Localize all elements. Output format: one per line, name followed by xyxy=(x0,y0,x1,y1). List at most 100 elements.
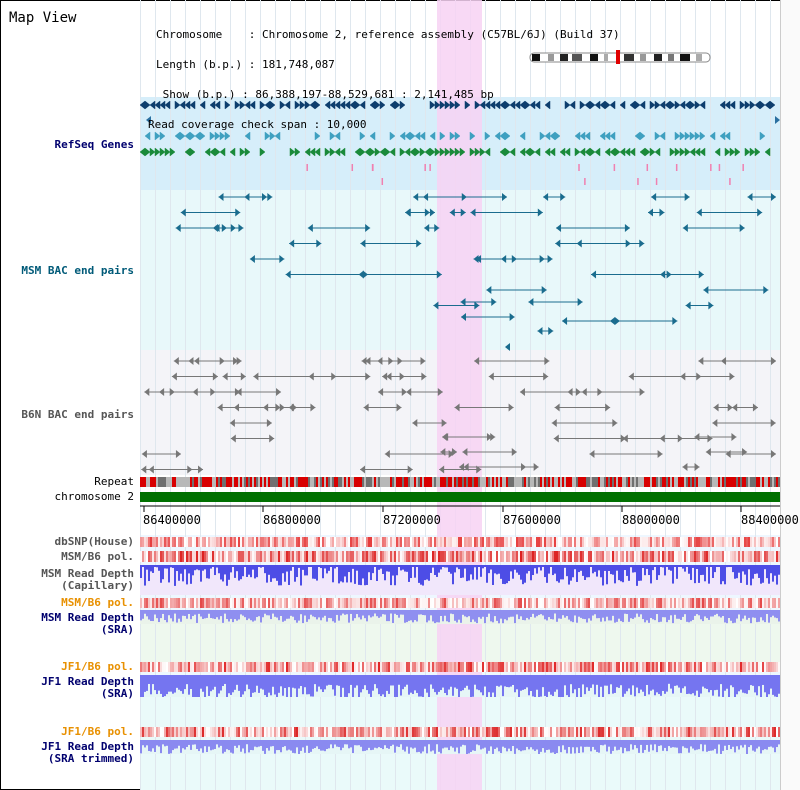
heat-cell xyxy=(742,662,744,672)
gene-arrow xyxy=(579,100,586,110)
depth-bar xyxy=(656,740,658,753)
heat-cell xyxy=(172,662,174,672)
heat-cell xyxy=(530,551,532,562)
track-label-jf1-depth-sra[interactable]: JF1 Read Depth xyxy=(41,675,134,688)
heat-cell xyxy=(588,598,590,608)
heat-cell xyxy=(274,551,276,562)
depth-bar xyxy=(744,675,746,694)
heat-cell xyxy=(682,662,684,672)
bac-end xyxy=(233,357,239,365)
bac-end xyxy=(554,403,560,412)
depth-bar xyxy=(388,565,390,572)
heat-cell xyxy=(184,662,186,672)
repeat-segment xyxy=(444,477,446,487)
heat-cell xyxy=(734,727,736,737)
gene-arrow xyxy=(294,100,301,110)
heat-cell xyxy=(506,727,508,737)
repeat-segment xyxy=(186,477,188,487)
heat-cell xyxy=(724,662,726,672)
depth-bar xyxy=(198,675,200,697)
repeat-segment xyxy=(716,477,718,487)
bac-end xyxy=(533,463,539,471)
depth-bar xyxy=(212,565,214,567)
depth-bar xyxy=(238,565,240,581)
depth-bar xyxy=(442,565,444,567)
heat-cell xyxy=(188,551,190,562)
depth-bar xyxy=(346,675,348,697)
heat-cell xyxy=(682,537,684,547)
heat-cell xyxy=(170,662,172,672)
heat-cell xyxy=(690,551,692,562)
depth-bar xyxy=(772,740,774,748)
track-label-dbsnp[interactable]: dbSNP(House) xyxy=(54,535,134,548)
depth-bar xyxy=(392,675,394,686)
repeat-segment xyxy=(390,477,392,487)
repeat-segment xyxy=(382,477,384,487)
heat-cell xyxy=(300,727,302,737)
heat-cell xyxy=(736,727,738,737)
heat-cell xyxy=(592,551,594,562)
heat-cell xyxy=(202,662,204,672)
heat-cell xyxy=(508,551,510,562)
heat-cell xyxy=(310,662,312,672)
depth-bar xyxy=(356,565,358,571)
depth-bar xyxy=(628,610,630,622)
heat-cell xyxy=(766,551,768,562)
heat-cell xyxy=(250,551,252,562)
track-label-jf1-pol-sra[interactable]: JF1/B6 pol. xyxy=(61,660,134,673)
heat-cell xyxy=(664,662,666,672)
track-label-msm-pol[interactable]: MSM/B6 pol. xyxy=(61,550,134,563)
heat-cell xyxy=(776,727,778,737)
bac-end xyxy=(771,357,776,365)
track-label-msm-depth-sra[interactable]: MSM Read Depth xyxy=(41,611,134,624)
heat-cell xyxy=(534,598,536,608)
depth-bar xyxy=(214,565,216,576)
track-label-msm-pol-sra[interactable]: MSM/B6 pol. xyxy=(61,596,134,609)
heat-cell xyxy=(648,727,650,737)
gene-arrow xyxy=(479,147,486,157)
depth-bar xyxy=(178,675,180,690)
heat-cell xyxy=(624,727,626,737)
depth-bar xyxy=(604,675,606,686)
repeat-segment xyxy=(188,477,190,487)
track-label-refseq-genes[interactable]: RefSeq Genes xyxy=(54,138,134,151)
track-label-jf1-pol-trim[interactable]: JF1/B6 pol. xyxy=(61,725,134,738)
heat-cell xyxy=(580,551,582,562)
heat-cell xyxy=(530,537,532,547)
depth-bar xyxy=(666,740,668,752)
track-label-msm-depth-cap[interactable]: MSM Read Depth xyxy=(41,567,134,580)
repeat-segment xyxy=(314,477,316,487)
depth-bar xyxy=(286,740,288,751)
depth-bar xyxy=(644,565,646,576)
gene-arrow xyxy=(749,100,756,110)
repeat-segment xyxy=(752,477,754,487)
heat-cell xyxy=(146,551,148,562)
repeat-segment xyxy=(190,477,192,487)
bac-end xyxy=(752,403,758,412)
heat-cell xyxy=(626,727,628,737)
track-label-msm-bac[interactable]: MSM BAC end pairs xyxy=(21,264,134,277)
heat-cell xyxy=(368,662,370,672)
heat-cell xyxy=(244,537,246,547)
bac-end xyxy=(712,419,718,427)
depth-bar xyxy=(734,675,736,697)
gene-arrow xyxy=(449,100,456,110)
heat-cell xyxy=(364,727,366,737)
depth-bar xyxy=(198,565,200,571)
heat-cell xyxy=(424,537,426,547)
heat-cell xyxy=(246,727,248,737)
heat-cell xyxy=(220,598,222,608)
repeat-segment xyxy=(720,477,722,487)
heat-cell xyxy=(206,662,208,672)
heat-cell xyxy=(414,727,416,737)
repeat-segment xyxy=(696,477,698,487)
heat-cell xyxy=(550,662,552,672)
track-label-jf1-depth-trim[interactable]: JF1 Read Depth xyxy=(41,740,134,753)
track-label-b6n-bac[interactable]: B6N BAC end pairs xyxy=(21,408,134,421)
depth-bar xyxy=(288,610,290,619)
repeat-segment xyxy=(344,477,346,487)
depth-bar xyxy=(526,740,528,747)
depth-bar xyxy=(284,565,286,582)
depth-bar xyxy=(210,740,212,751)
